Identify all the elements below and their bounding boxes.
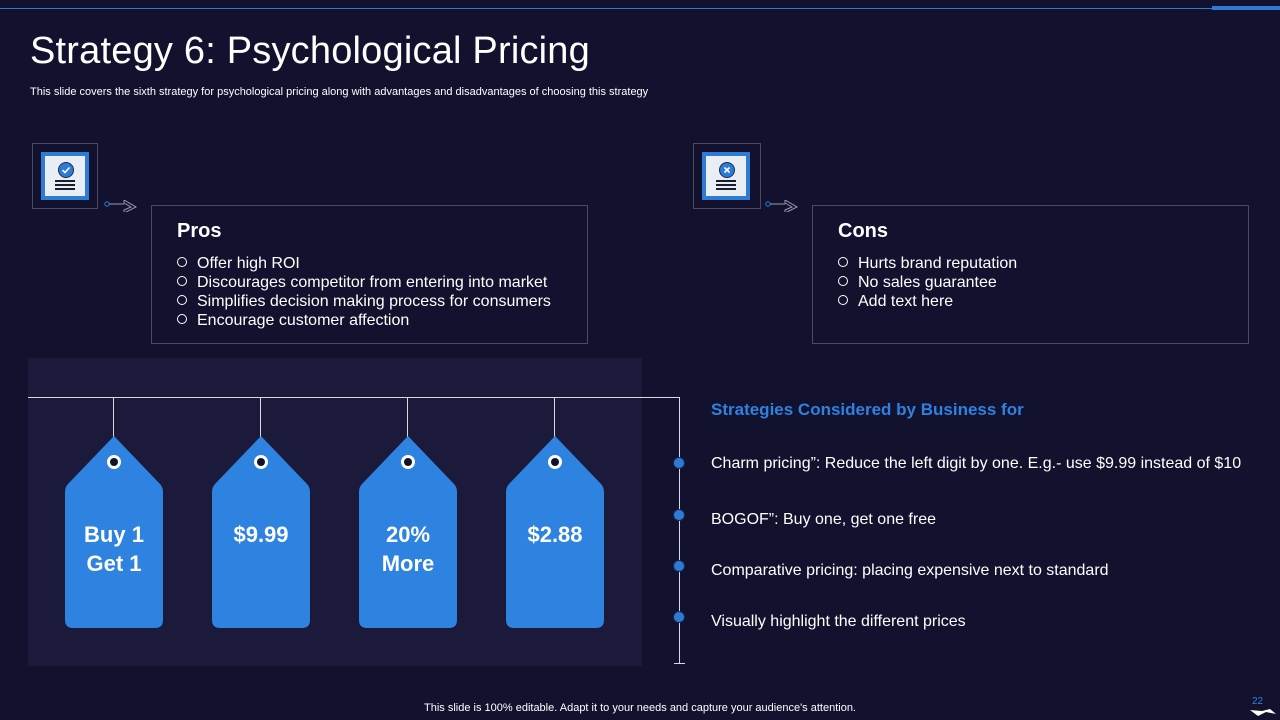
footer-note: This slide is 100% editable. Adapt it to…: [424, 702, 856, 714]
page-number: 22: [1252, 696, 1264, 707]
list-item: Discourages competitor from entering int…: [177, 273, 551, 292]
timeline-dot: [674, 510, 684, 520]
tag-string: [260, 397, 261, 454]
list-item: Simplifies decision making process for c…: [177, 292, 551, 311]
list-item: No sales guarantee: [838, 273, 1017, 292]
price-tag-icon: [65, 436, 163, 628]
hanging-rail: [28, 397, 680, 398]
brand-logo-icon: [1250, 709, 1276, 716]
pros-box: Pros Offer high ROI Discourages competit…: [151, 205, 588, 344]
list-item: Hurts brand reputation: [838, 254, 1017, 273]
tag-label: $2.88: [527, 522, 583, 547]
price-tag-288: $2.88: [505, 434, 605, 630]
tag-label: 20% More: [381, 522, 435, 576]
list-item: Offer high ROI: [177, 254, 551, 273]
document-lines: [55, 180, 75, 192]
pros-list: Offer high ROI Discourages competitor fr…: [177, 254, 551, 330]
cons-heading: Cons: [838, 220, 888, 242]
timeline-dot: [674, 561, 684, 571]
price-tag-icon: [506, 436, 604, 628]
slide-title: Strategy 6: Psychological Pricing: [30, 30, 590, 72]
pros-heading: Pros: [177, 220, 222, 242]
price-tag-999: $9.99: [211, 434, 311, 630]
strategy-item-comparative: Comparative pricing: placing expensive n…: [711, 562, 1109, 579]
document-lines: [716, 180, 736, 192]
document-cross-icon: [702, 152, 750, 200]
tag-label: Buy 1 Get 1: [84, 522, 144, 576]
cons-icon-box: [693, 143, 761, 209]
price-tag-20-more: 20% More: [358, 434, 458, 630]
check-badge-icon: [58, 162, 74, 178]
cons-list: Hurts brand reputation No sales guarante…: [838, 254, 1017, 311]
cons-box: Cons Hurts brand reputation No sales gua…: [812, 205, 1249, 344]
timeline-line: [679, 397, 680, 664]
tag-string: [554, 397, 555, 454]
strategies-title: Strategies Considered by Business for: [711, 400, 1024, 419]
tag-label: $9.99: [233, 522, 289, 547]
timeline-dot: [674, 612, 684, 622]
price-tag-icon: [212, 436, 310, 628]
pros-connector-arrow-icon: [104, 200, 138, 212]
tag-string: [407, 397, 408, 454]
strategy-item-charm: Charm pricing”: Reduce the left digit by…: [711, 455, 1242, 472]
price-tag-bogof: Buy 1 Get 1: [64, 434, 164, 630]
timeline-dot: [674, 458, 684, 468]
slide-subtitle: This slide covers the sixth strategy for…: [30, 86, 649, 98]
pros-icon-box: [32, 143, 98, 209]
cross-badge-icon: [719, 162, 735, 178]
top-accent-bar: [1212, 6, 1280, 10]
tag-string: [113, 397, 114, 454]
price-tag-icon: [359, 436, 457, 628]
list-item: Encourage customer affection: [177, 311, 551, 330]
strategy-item-bogof: BOGOF”: Buy one, get one free: [711, 511, 936, 528]
strategy-item-visual: Visually highlight the different prices: [711, 613, 966, 630]
list-item: Add text here: [838, 292, 1017, 311]
top-rule: [0, 8, 1280, 9]
document-check-icon: [41, 152, 89, 200]
timeline-end-cap: [674, 663, 685, 664]
cons-connector-arrow-icon: [765, 200, 799, 212]
